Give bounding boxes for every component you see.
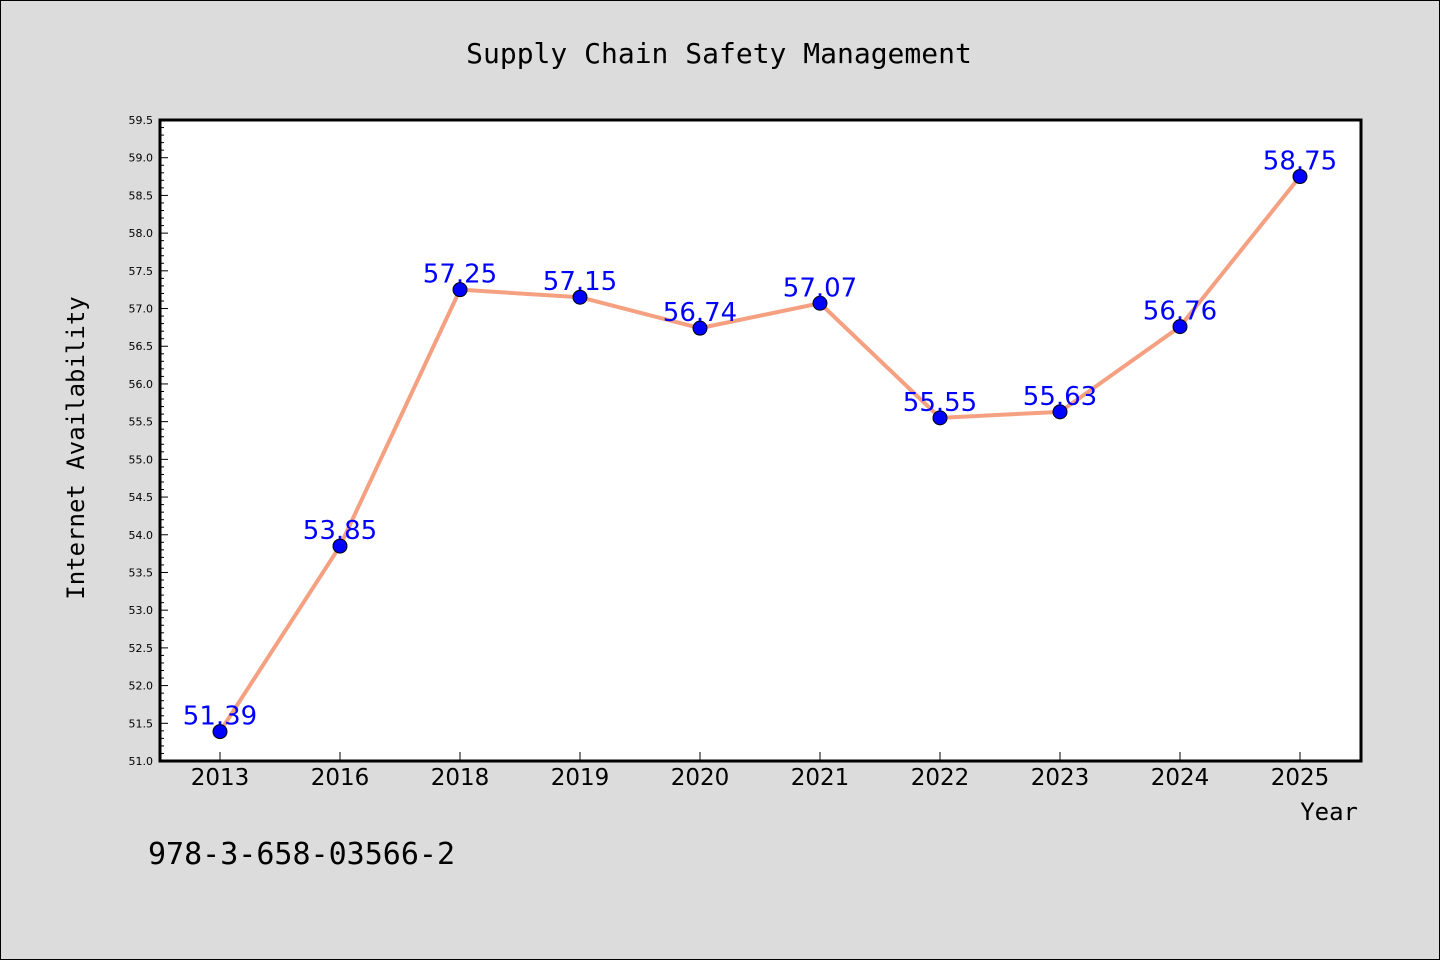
y-tick-label: 54.0 <box>129 529 154 542</box>
data-label: 53.85 <box>303 516 377 546</box>
y-tick-label: 56.0 <box>129 378 154 391</box>
data-point-marker <box>572 289 588 305</box>
x-axis-label: Year <box>1300 798 1358 826</box>
y-tick-label: 55.5 <box>129 416 154 429</box>
data-point-marker <box>1172 319 1188 335</box>
x-tick-label: 2022 <box>911 765 970 791</box>
data-point-marker <box>452 282 468 298</box>
y-tick-label: 57.0 <box>129 303 154 316</box>
x-tick-label: 2016 <box>311 765 370 791</box>
chart-title: Supply Chain Safety Management <box>466 37 972 70</box>
data-point-marker <box>332 538 348 554</box>
data-label: 55.63 <box>1023 382 1097 412</box>
data-label: 57.15 <box>543 267 617 297</box>
data-point-marker <box>932 410 948 426</box>
y-tick-label: 57.5 <box>129 265 154 278</box>
x-tick-label: 2023 <box>1031 765 1090 791</box>
y-tick-label: 52.5 <box>129 642 154 655</box>
y-tick-label: 59.5 <box>129 114 154 127</box>
y-tick-label: 51.5 <box>129 717 154 730</box>
y-tick-label: 56.5 <box>129 340 154 353</box>
data-label: 55.55 <box>903 388 977 418</box>
data-point-marker <box>1052 404 1068 420</box>
data-label: 56.76 <box>1143 297 1217 327</box>
x-tick-label: 2024 <box>1151 765 1210 791</box>
data-label: 51.39 <box>183 702 257 732</box>
x-tick-label: 2013 <box>191 765 250 791</box>
series-line-group: 51.39 53.85 57.25 57.15 56.74 57.07 55.55 55.63… <box>183 147 1337 740</box>
y-tick-label: 58.0 <box>129 227 154 240</box>
data-label: 57.25 <box>423 260 497 290</box>
y-tick-label: 55.0 <box>129 453 154 466</box>
series-line <box>218 174 1302 734</box>
y-tick-label: 53.0 <box>129 604 154 617</box>
y-axis: 51.0 51.5 52.0 52.5 53.0 53.5 54.0 54.5 55.0 55.5… <box>129 114 168 768</box>
x-tick-label: 2025 <box>1271 765 1330 791</box>
data-label: 57.07 <box>783 273 857 303</box>
y-tick-label: 59.0 <box>129 152 154 165</box>
data-label: 56.74 <box>663 298 737 328</box>
data-label: 58.75 <box>1263 147 1337 177</box>
plot-area <box>158 118 1363 763</box>
y-tick-label: 52.0 <box>129 680 154 693</box>
y-tick-label: 53.5 <box>129 566 154 579</box>
y-axis-label: Internet Availability <box>62 296 90 599</box>
data-point-marker <box>812 295 828 311</box>
x-tick-label: 2021 <box>791 765 850 791</box>
y-tick-label: 54.5 <box>129 491 154 504</box>
data-point-marker <box>692 320 708 336</box>
data-point-marker <box>212 724 228 740</box>
x-tick-label: 2020 <box>671 765 730 791</box>
isbn-annotation: 978-3-658-03566-2 <box>148 837 455 872</box>
y-tick-label: 58.5 <box>129 189 154 202</box>
x-tick-label: 2019 <box>551 765 610 791</box>
x-tick-label: 2018 <box>431 765 490 791</box>
x-axis: 2013 2016 2018 2019 2020 2021 2022 2023 2024 2025 <box>191 752 1330 791</box>
data-point-marker <box>1292 169 1308 185</box>
y-tick-label: 51.0 <box>129 755 154 768</box>
